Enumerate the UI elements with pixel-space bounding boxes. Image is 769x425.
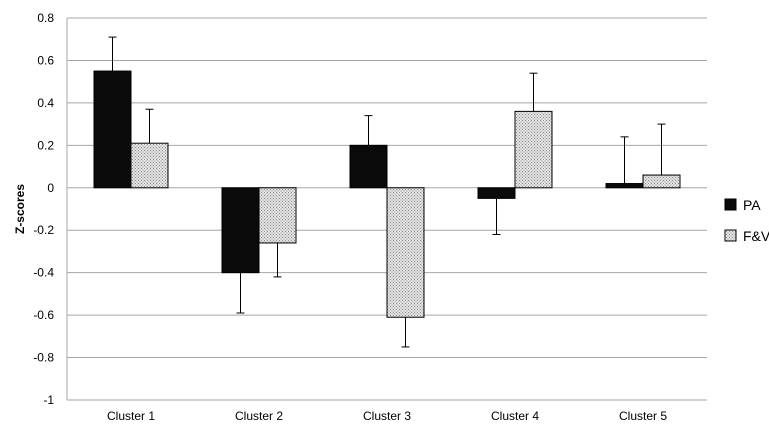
y-axis-label: Z-scores <box>13 184 27 234</box>
y-tick-label: -0.8 <box>33 351 54 365</box>
bar-fv-1 <box>130 142 169 189</box>
legend-swatch <box>724 198 737 211</box>
bar-fv-2 <box>258 187 297 244</box>
x-tick-label: Cluster 4 <box>491 409 539 423</box>
y-tick-label: 0.4 <box>37 96 54 110</box>
bar-pa-1 <box>93 70 132 189</box>
bar-pa-3 <box>349 144 388 189</box>
y-tick-label: 0 <box>47 181 54 195</box>
y-tick-label: -0.6 <box>33 308 54 322</box>
x-tick-label: Cluster 1 <box>107 409 155 423</box>
x-tick-label: Cluster 3 <box>363 409 411 423</box>
x-tick-label: Cluster 5 <box>619 409 667 423</box>
bar-fv-5 <box>642 174 681 189</box>
y-tick-label: -0.4 <box>33 266 54 280</box>
error-bars <box>108 36 666 348</box>
legend: PA F&V <box>724 197 769 244</box>
y-tick-label: -0.2 <box>33 223 54 237</box>
y-tick-label: 0.6 <box>37 53 54 67</box>
bar-pa-2 <box>221 187 260 274</box>
legend-label: F&V <box>743 228 769 244</box>
bar-pa-4 <box>477 187 516 199</box>
y-tick-labels: 0.8 0.6 0.4 0.2 0 -0.2 -0.4 -0.6 -0.8 -1 <box>33 11 54 407</box>
y-tick-label: 0.2 <box>37 138 54 152</box>
y-tick-label: 0.8 <box>37 11 54 25</box>
bars <box>93 70 681 318</box>
legend-swatch <box>724 229 737 242</box>
bar-fv-3 <box>386 187 425 318</box>
x-tick-labels: Cluster 1 Cluster 2 Cluster 3 Cluster 4 Clus… <box>107 409 667 423</box>
legend-label: PA <box>743 197 761 213</box>
bar-fv-4 <box>514 110 553 189</box>
y-tick-label: -1 <box>43 393 54 407</box>
bar-pa-5 <box>605 183 644 189</box>
x-tick-label: Cluster 2 <box>235 409 283 423</box>
